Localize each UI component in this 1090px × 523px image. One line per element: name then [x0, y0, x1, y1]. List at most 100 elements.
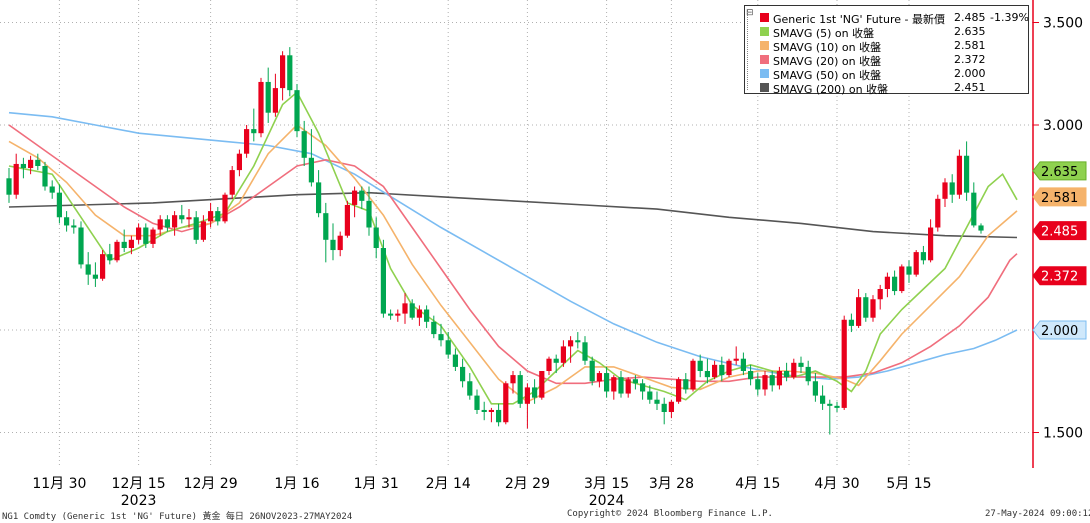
candle-body	[589, 360, 595, 382]
legend-row[interactable]: SMAVG (50) on 收盤 2.000	[745, 67, 1028, 82]
value-tag-3: 2.372	[1032, 266, 1087, 286]
x-tick-label: 11月 30	[32, 476, 86, 492]
candle-body	[834, 405, 840, 408]
candle-body	[200, 221, 206, 240]
candle-body	[604, 373, 610, 392]
legend-series-name: SMAVG (50) on 收盤	[773, 69, 882, 82]
candle-body	[6, 178, 12, 195]
candle-body	[424, 309, 430, 322]
legend-swatch	[760, 69, 769, 78]
candle-body	[380, 248, 386, 314]
candle-body	[611, 377, 617, 392]
candle-body	[128, 239, 134, 248]
candle-body	[71, 225, 77, 228]
candle-body	[64, 217, 70, 226]
candle-body	[827, 403, 833, 406]
candle-body	[481, 409, 487, 412]
candle-body	[344, 204, 350, 236]
y-tick-label: 3.500	[1043, 16, 1083, 32]
candle-body	[164, 219, 170, 228]
legend-row[interactable]: SMAVG (200) on 收盤 2.451	[745, 81, 1028, 96]
legend-swatch	[760, 41, 769, 50]
candle-body	[265, 81, 271, 113]
candle-body	[712, 364, 718, 378]
legend-row[interactable]: SMAVG (5) on 收盤 2.635	[745, 25, 1028, 40]
legend-row[interactable]: Generic 1st 'NG' Future - 最新價 2.485 -1.39%	[745, 11, 1029, 26]
candle-body	[755, 379, 761, 390]
candle-body	[553, 358, 559, 363]
candle-body	[964, 155, 970, 193]
candle-body	[366, 200, 372, 228]
candle-body	[704, 371, 710, 378]
candle-body	[683, 379, 689, 390]
x-tick-label: 3月 15	[584, 476, 629, 492]
legend-row[interactable]: SMAVG (10) on 收盤 2.581	[745, 39, 1028, 54]
legend-row[interactable]: SMAVG (20) on 收盤 2.372	[745, 53, 1028, 68]
candle-body	[208, 211, 214, 222]
candle-body	[229, 170, 235, 195]
x-tick-label: 3月 28	[649, 476, 694, 492]
legend[interactable]: ⊟ Generic 1st 'NG' Future - 最新價 2.485 -1.3…	[744, 5, 1029, 96]
value-tag-label: 2.635	[1041, 165, 1078, 180]
candle-body	[956, 155, 962, 195]
candle-body	[114, 241, 120, 261]
candle-body	[928, 227, 934, 261]
candle-body	[121, 241, 127, 248]
legend-collapse-icon[interactable]: ⊟	[746, 8, 754, 18]
candle-body	[640, 383, 646, 392]
x-tick-label: 12月 29	[184, 476, 238, 492]
candle-body	[100, 254, 106, 279]
candle-body	[762, 375, 768, 390]
candle-body	[841, 319, 847, 408]
candle-body	[244, 129, 250, 154]
series-line-2	[8, 123, 1018, 403]
candle-body	[913, 252, 919, 275]
candle-body	[136, 227, 142, 240]
candle-body	[438, 334, 444, 341]
candle-body	[805, 366, 811, 382]
candle-body	[856, 297, 862, 326]
candle-body	[668, 401, 674, 412]
candle-body	[78, 227, 84, 265]
legend-drag-handle[interactable]	[747, 10, 755, 90]
candle-body	[978, 225, 984, 231]
candle-body	[748, 371, 754, 380]
x-year-label: 2023	[121, 493, 157, 509]
value-tag-box	[1032, 187, 1087, 207]
value-tag-box	[1032, 161, 1087, 181]
candle-body	[157, 219, 163, 230]
legend-swatch	[760, 55, 769, 64]
legend-series-name: SMAVG (20) on 收盤	[773, 55, 882, 68]
candle-body	[625, 379, 631, 394]
candle-body	[186, 217, 192, 220]
candle-body	[467, 381, 473, 396]
candle-body	[172, 215, 178, 228]
footer-timestamp: 27-May-2024 09:00:12	[985, 509, 1090, 519]
candle-body	[13, 163, 19, 195]
candle-body	[733, 358, 739, 361]
candle-body	[568, 340, 574, 347]
candle-body	[474, 395, 480, 410]
series-line-4	[8, 111, 1018, 381]
candlesticks	[6, 47, 984, 435]
candle-body	[769, 375, 775, 386]
candle-body	[330, 239, 336, 251]
candle-body	[337, 235, 343, 251]
candle-body	[654, 399, 660, 404]
candle-body	[215, 211, 221, 222]
candle-body	[42, 166, 48, 187]
legend-series-value: 2.451	[954, 81, 986, 94]
footer-security-info: NG1 Comdty (Generic 1st 'NG' Future) 黃金 …	[2, 512, 353, 522]
y-tick-label: 3.000	[1043, 118, 1083, 134]
x-tick-label: 4月 30	[814, 476, 859, 492]
candle-body	[395, 313, 401, 316]
candle-body	[56, 192, 62, 218]
candle-body	[697, 360, 703, 371]
candle-body	[812, 381, 818, 396]
candle-body	[632, 379, 638, 384]
candle-body	[596, 373, 602, 382]
legend-series-value: 2.485	[954, 11, 986, 24]
candle-body	[258, 81, 264, 134]
candle-body	[776, 371, 782, 386]
